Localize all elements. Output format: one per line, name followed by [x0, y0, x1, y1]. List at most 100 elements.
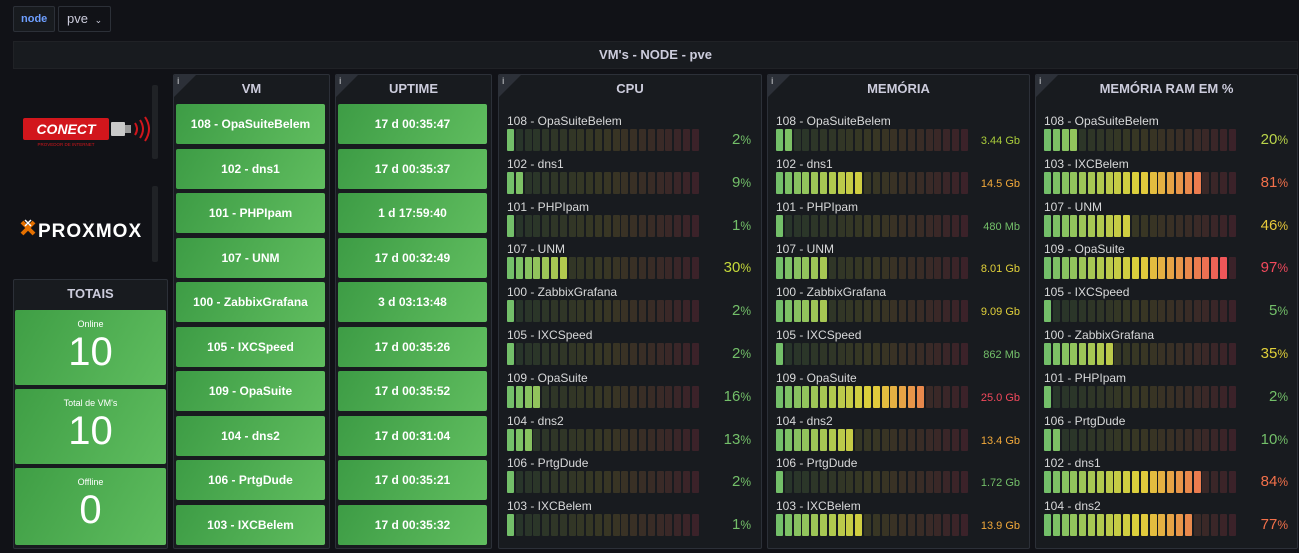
gauge-row[interactable]: 102 - dns1 84% [1044, 456, 1288, 496]
uptime-cell[interactable]: 3 d 03:13:48 [338, 282, 487, 322]
gauge-cell [1140, 343, 1148, 365]
gauge-cell [533, 343, 541, 365]
vm-cell[interactable]: 108 - OpaSuiteBelem [176, 104, 325, 144]
gauge-row[interactable]: 100 - ZabbixGrafana 35% [1044, 328, 1288, 368]
gauge-cell [647, 171, 655, 194]
gauge-cell [881, 514, 889, 537]
gauge-cell [1211, 343, 1219, 365]
gauge-cell [559, 214, 567, 237]
gauge-cell [899, 129, 907, 151]
gauge-row[interactable]: 107 - UNM 30% [507, 242, 751, 282]
gauge-row[interactable]: 103 - IXCBelem 13.9 Gb [776, 499, 1020, 539]
vm-cell[interactable]: 104 - dns2 [176, 415, 325, 456]
gauge-row[interactable]: 106 - PrtgDude 10% [1044, 414, 1288, 454]
gauge-cell [846, 428, 854, 451]
vm-cell[interactable]: 102 - dns1 [176, 148, 325, 189]
uptime-cell[interactable]: 17 d 00:35:47 [338, 104, 487, 144]
uptime-cell[interactable]: 17 d 00:31:04 [338, 415, 487, 456]
node-variable-select[interactable]: pve ⌄ [58, 6, 112, 32]
uptime-cell[interactable]: 1 d 17:59:40 [338, 193, 487, 233]
gauge-cell [960, 471, 968, 494]
info-icon[interactable]: i [502, 76, 505, 86]
vm-cell[interactable]: 109 - OpaSuite [176, 371, 325, 411]
stat-offline[interactable]: Offline 0 [15, 468, 166, 545]
gauge-row[interactable]: 100 - ZabbixGrafana 2% [507, 285, 751, 325]
gauge-cell [820, 428, 827, 451]
info-icon[interactable]: i [1039, 76, 1042, 86]
gauge-cell [1070, 471, 1078, 494]
uptime-cell[interactable]: 17 d 00:32:49 [338, 237, 487, 278]
gauge-row[interactable]: 103 - IXCBelem 1% [507, 499, 751, 539]
gauge-cell [647, 385, 655, 408]
gauge-cell [1114, 171, 1122, 194]
gauge-cell [1088, 214, 1095, 237]
panel-info-corner[interactable] [336, 75, 358, 97]
row-header[interactable]: VM's - NODE - pve [13, 41, 1298, 69]
gauge-cell [691, 171, 699, 194]
stat-online[interactable]: Online 10 [15, 310, 166, 385]
gauge-row[interactable]: 108 - OpaSuiteBelem 20% [1044, 114, 1288, 154]
vm-cell[interactable]: 100 - ZabbixGrafana [176, 282, 325, 322]
gauge-row[interactable]: 107 - UNM 8.01 Gb [776, 242, 1020, 282]
gauge-row[interactable]: 100 - ZabbixGrafana 9.09 Gb [776, 285, 1020, 325]
gauge-row[interactable]: 107 - UNM 46% [1044, 200, 1288, 240]
gauge-row[interactable]: 106 - PrtgDude 1.72 Gb [776, 456, 1020, 496]
gauge-row[interactable]: 104 - dns2 13.4 Gb [776, 414, 1020, 454]
info-icon[interactable]: i [339, 76, 342, 86]
gauge-row[interactable]: 109 - OpaSuite 16% [507, 371, 751, 411]
panel-info-corner[interactable] [768, 75, 790, 97]
uptime-cell[interactable]: 17 d 00:35:52 [338, 371, 487, 411]
gauge-cell [515, 129, 523, 151]
vm-cell[interactable]: 107 - UNM [176, 237, 325, 278]
gauge-cell [899, 343, 907, 365]
uptime-cell[interactable]: 17 d 00:35:26 [338, 326, 487, 367]
uptime-cell[interactable]: 17 d 00:35:32 [338, 504, 487, 545]
gauge-cell [943, 471, 951, 494]
gauge-row[interactable]: 105 - IXCSpeed 2% [507, 328, 751, 368]
gauge-cell [1184, 385, 1192, 408]
gauge-label: 101 - PHPIpam [1044, 370, 1127, 385]
gauge-cell [1114, 471, 1122, 494]
gauge-row[interactable]: 101 - PHPIpam 2% [1044, 371, 1288, 411]
gauge-cell [568, 300, 576, 323]
gauge-row[interactable]: 102 - dns1 9% [507, 157, 751, 197]
conect-logo-tagline: PROVEDOR DE INTERNET [37, 142, 94, 147]
gauge-cell [1123, 300, 1131, 323]
gauge-cell [1202, 385, 1210, 408]
panel-info-corner[interactable] [499, 75, 521, 97]
vm-cell[interactable]: 103 - IXCBelem [176, 504, 325, 545]
gauge-value-number: 2 [731, 345, 741, 362]
gauge-row[interactable]: 105 - IXCSpeed 5% [1044, 285, 1288, 325]
gauge-cell [691, 514, 699, 537]
gauge-cell [691, 385, 699, 408]
vm-cell[interactable]: 105 - IXCSpeed [176, 326, 325, 367]
gauge-cell [612, 343, 620, 365]
gauge-row[interactable]: 105 - IXCSpeed 862 Mb [776, 328, 1020, 368]
gauge-row[interactable]: 109 - OpaSuite 25.0 Gb [776, 371, 1020, 411]
vm-cell[interactable]: 106 - PrtgDude [176, 460, 325, 500]
gauge-row[interactable]: 108 - OpaSuiteBelem 2% [507, 114, 751, 154]
uptime-cell[interactable]: 17 d 00:35:21 [338, 460, 487, 500]
info-icon[interactable]: i [771, 76, 774, 86]
gauge-row[interactable]: 103 - IXCBelem 81% [1044, 157, 1288, 197]
panel-info-corner[interactable] [174, 75, 196, 97]
stat-total-vms[interactable]: Total de VM's 10 [15, 389, 166, 464]
gauge-row[interactable]: 102 - dns1 14.5 Gb [776, 157, 1020, 197]
gauge-label: 103 - IXCBelem [1044, 156, 1129, 171]
gauge-cell [621, 428, 629, 451]
gauge-row[interactable]: 101 - PHPIpam 1% [507, 200, 751, 240]
uptime-cell[interactable]: 17 d 00:35:37 [338, 148, 487, 189]
gauge-row[interactable]: 106 - PrtgDude 2% [507, 456, 751, 496]
gauge-cell [577, 300, 585, 323]
gauge-row[interactable]: 101 - PHPIpam 480 Mb [776, 200, 1020, 240]
info-icon[interactable]: i [177, 76, 180, 86]
gauge-cell [820, 385, 827, 408]
gauge-value-number: 5 [1268, 302, 1278, 320]
panel-info-corner[interactable] [1036, 75, 1058, 97]
gauge-row[interactable]: 104 - dns2 13% [507, 414, 751, 454]
gauge-row[interactable]: 104 - dns2 77% [1044, 499, 1288, 539]
gauge-cell [1052, 257, 1060, 280]
gauge-row[interactable]: 109 - OpaSuite 97% [1044, 242, 1288, 282]
vm-cell[interactable]: 101 - PHPIpam [176, 193, 325, 233]
gauge-row[interactable]: 108 - OpaSuiteBelem 3.44 Gb [776, 114, 1020, 154]
